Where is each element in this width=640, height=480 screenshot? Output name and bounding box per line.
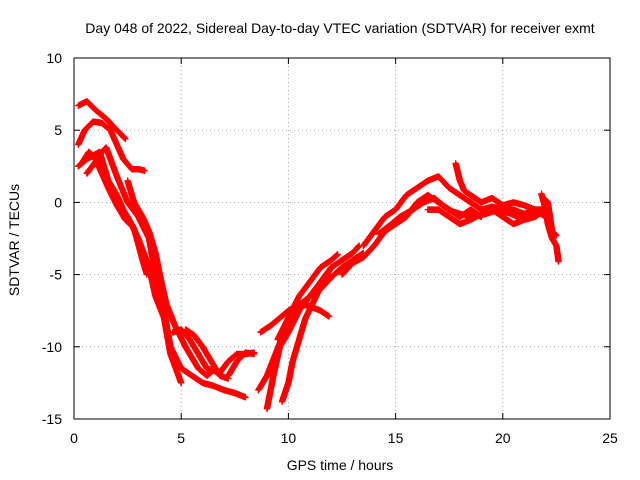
y-tick-label: 0 [54, 194, 62, 210]
y-tick-label: -10 [42, 339, 62, 355]
data-point [141, 167, 148, 174]
y-tick-label: -5 [50, 267, 63, 283]
x-tick-label: 15 [388, 430, 404, 446]
data-point [325, 313, 333, 320]
series-track-16 [338, 191, 485, 278]
series-track-10 [225, 349, 258, 379]
chart-title: Day 048 of 2022, Sidereal Day-to-day VTE… [85, 20, 594, 36]
y-tick-label: -15 [42, 411, 62, 427]
series-track-2 [75, 118, 148, 174]
axis-ticks: 0 5 10 15 20 25 -15 -10 -5 0 5 10 [42, 50, 618, 446]
x-tick-label: 10 [281, 430, 297, 446]
series-track-20 [452, 160, 549, 213]
data-point [555, 258, 562, 265]
data-point [553, 232, 560, 239]
series-track-22 [540, 194, 560, 239]
series-track-1 [75, 98, 129, 143]
data-point [122, 135, 129, 143]
series-track-8 [169, 326, 258, 376]
series-track-21 [538, 190, 562, 265]
series-track-19 [424, 206, 549, 228]
series-track-5 [83, 155, 185, 387]
series-track-9 [182, 326, 232, 382]
series-track-15 [274, 251, 341, 343]
x-tick-label: 5 [177, 430, 185, 446]
data-point [328, 264, 335, 271]
data-points [75, 98, 562, 413]
x-tick-label: 0 [70, 430, 78, 446]
x-axis-label: GPS time / hours [287, 457, 394, 473]
x-tick-label: 25 [602, 430, 618, 446]
grid [74, 58, 610, 419]
y-axis-label: SDTVAR / TECUs [6, 184, 22, 296]
data-point [250, 350, 258, 358]
plot-frame [73, 57, 611, 420]
y-tick-label: 10 [46, 50, 62, 66]
y-tick-label: 5 [54, 122, 62, 138]
series-track-17 [360, 173, 549, 249]
data-point [334, 251, 341, 258]
series-track-14 [278, 264, 335, 405]
data-point [178, 379, 185, 387]
x-tick-label: 20 [495, 430, 511, 446]
data-point [242, 394, 249, 401]
